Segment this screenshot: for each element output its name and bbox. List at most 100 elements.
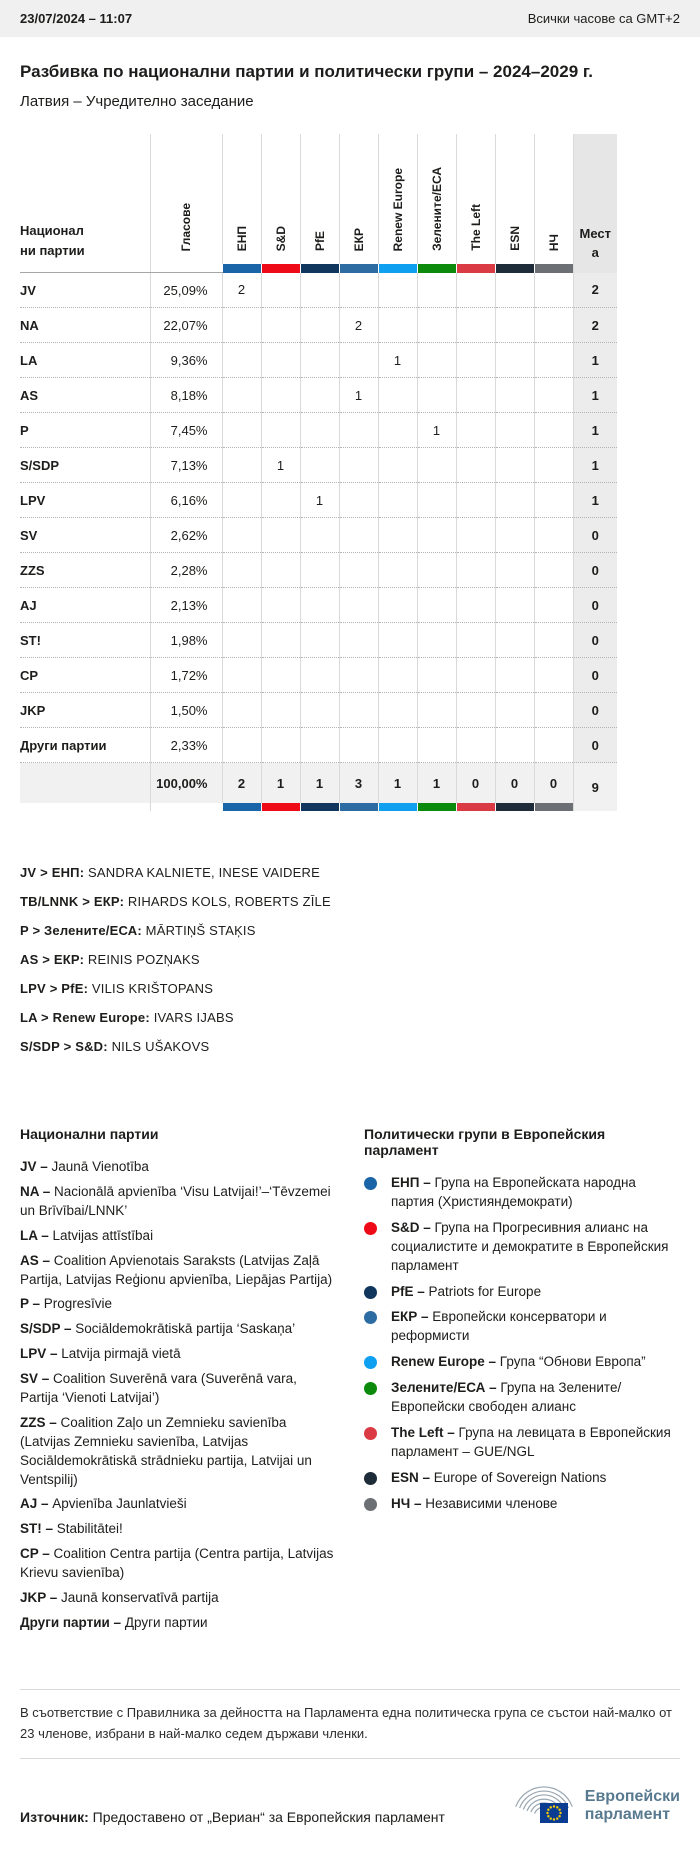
group-legend-text: НЧ – Независими членове	[391, 1495, 558, 1511]
group-color-dot	[364, 1426, 377, 1440]
group-seats-cell	[338, 272, 378, 308]
main-content: Разбивка по национални партии и политиче…	[0, 61, 700, 1853]
elected-party-group-label: S/SDP > S&D:	[20, 1039, 108, 1055]
page-title: Разбивка по национални партии и политиче…	[20, 62, 593, 81]
party-abbr: JV –	[20, 1159, 52, 1175]
group-color-dot	[364, 1177, 377, 1191]
group-color-bar	[377, 803, 417, 812]
total-color-bars-row	[20, 803, 617, 812]
party-cell: Други партии	[20, 727, 150, 763]
votes-cell: 22,07%	[149, 307, 222, 343]
col-header-group: The Left	[455, 134, 495, 265]
group-legend-item: PfE – Patriots for Europe	[364, 1283, 680, 1302]
group-legend-item: The Left – Група на левицата в Европейск…	[364, 1424, 680, 1462]
group-seats-cell	[455, 692, 495, 728]
group-color-bar	[494, 264, 534, 273]
group-seats-cell	[416, 377, 456, 413]
group-legend-text: S&D – Група на Прогресивния алианс на со…	[391, 1219, 669, 1273]
group-legend-item: S&D – Група на Прогресивния алианс на со…	[364, 1219, 680, 1276]
source-line: Източник: Предоставено от „Вериан“ за Ев…	[20, 1809, 445, 1825]
votes-cell: 25,09%	[149, 272, 222, 308]
group-seats-cell	[494, 412, 534, 448]
total-group-seats-cell: 0	[494, 762, 534, 804]
seats-cell: 0	[572, 517, 617, 553]
group-seats-cell	[338, 517, 378, 553]
national-party-legend-item: LA – Latvijas attīstībai	[20, 1227, 154, 1243]
total-group-seats-cell: 0	[455, 762, 495, 804]
group-color-bar	[533, 264, 573, 273]
group-code-label: PfE	[312, 231, 327, 252]
group-color-bar	[338, 264, 378, 273]
national-party-legend-item: ZZS – Coalition Zaļo un Zemnieku savienī…	[20, 1414, 312, 1487]
group-seats-cell	[299, 657, 339, 693]
group-seats-cell	[494, 657, 534, 693]
group-seats-cell	[494, 377, 534, 413]
group-legend-text: ЕНП – Група на Европейската народна парт…	[391, 1175, 636, 1209]
group-seats-cell	[494, 482, 534, 518]
group-seats-cell	[416, 552, 456, 588]
group-seats-cell	[455, 412, 495, 448]
elected-party-group-label: LPV > PfE:	[20, 981, 89, 997]
group-seats-cell	[299, 412, 339, 448]
party-abbr: LPV –	[20, 1346, 62, 1362]
group-seats-cell	[494, 552, 534, 588]
elected-members-line: TB/LNNK > ЕКР: RIHARDS KOLS, ROBERTS ZĪL…	[20, 894, 331, 910]
group-seats-cell	[416, 272, 456, 308]
source-text: Предоставено от „Вериан“ за Европейския …	[92, 1809, 445, 1826]
group-color-bar	[221, 264, 261, 273]
seats-cell: 0	[572, 727, 617, 763]
political-groups-heading: Политически групи в Европейския парламен…	[364, 1126, 606, 1159]
group-seats-cell	[533, 517, 573, 553]
group-seats-cell	[260, 587, 300, 623]
group-seats-cell	[377, 307, 417, 343]
national-party-legend-item: NA – Nacionālā apvienība ‘Visu Latvijai!…	[20, 1183, 331, 1218]
group-seats-cell	[455, 622, 495, 658]
party-cell: NA	[20, 307, 150, 343]
group-legend-text: ЕКР – Европейски консерватори и реформис…	[391, 1309, 607, 1344]
col-header-national-parties: Национални партии	[20, 134, 150, 264]
party-abbr: SV –	[20, 1371, 54, 1387]
seats-label: Места	[579, 225, 611, 261]
table-row: AJ 2,13% 0	[20, 587, 617, 623]
col-header-votes: Гласове	[149, 134, 222, 265]
party-abbr: CP –	[20, 1546, 54, 1562]
group-seats-cell	[299, 447, 339, 483]
group-legend-text: PfE – Patriots for Europe	[391, 1283, 542, 1299]
party-cell: LPV	[20, 482, 150, 518]
table-row: JV 25,09% 2 2	[20, 272, 617, 308]
group-color-dot	[364, 1382, 377, 1396]
group-seats-cell	[416, 447, 456, 483]
group-seats-cell	[260, 657, 300, 693]
party-cell: P	[20, 412, 150, 448]
group-seats-cell	[221, 412, 261, 448]
elected-members-line: AS > ЕКР: REINIS POZŅAKS	[20, 952, 200, 968]
seats-cell: 2	[572, 272, 617, 308]
col-header-group: НЧ	[533, 134, 573, 265]
group-seats-cell	[377, 727, 417, 763]
votes-cell: 1,72%	[149, 657, 222, 693]
national-party-legend-item: S/SDP – Sociāldemokrātiskā partija ‘Sask…	[20, 1321, 296, 1337]
group-seats-cell	[299, 692, 339, 728]
table-row: SV 2,62% 0	[20, 517, 617, 553]
group-seats-cell	[455, 517, 495, 553]
total-group-seats-cell: 1	[299, 762, 339, 804]
elected-members-list: JV > ЕНП: SANDRA KALNIETE, INESE VAIDERE…	[20, 865, 680, 1054]
group-seats-cell	[338, 552, 378, 588]
group-seats-cell	[416, 692, 456, 728]
legends-section: Национални партии JV – Jaunā Vienotība NA…	[20, 1126, 680, 1639]
group-seats-cell	[260, 727, 300, 763]
group-seats-cell	[377, 447, 417, 483]
votes-cell: 8,18%	[149, 377, 222, 413]
group-color-bar	[221, 803, 261, 812]
party-abbr: P –	[20, 1296, 44, 1312]
group-seats-cell	[416, 482, 456, 518]
group-seats-cell	[416, 622, 456, 658]
group-seats-cell	[260, 272, 300, 308]
votes-cell: 2,62%	[149, 517, 222, 553]
group-seats-cell	[260, 412, 300, 448]
group-seats-cell	[221, 587, 261, 623]
group-seats-cell	[221, 692, 261, 728]
votes-cell: 1,50%	[149, 692, 222, 728]
seats-cell: 1	[572, 342, 617, 378]
party-cell: SV	[20, 517, 150, 553]
